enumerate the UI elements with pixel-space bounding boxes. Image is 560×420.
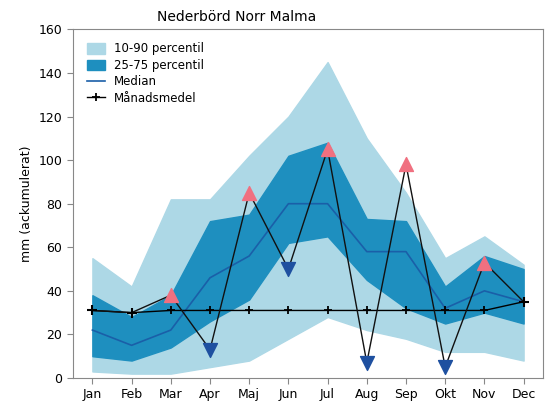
Point [166,292,175,299]
Point [480,259,489,266]
Point [323,146,332,152]
Point [362,360,371,366]
Point [441,364,450,370]
Legend: 10-90 percentil, 25-75 percentil, Median, Månadsmedel: 10-90 percentil, 25-75 percentil, Median… [83,39,208,108]
Point [127,309,136,316]
Point [402,161,410,168]
Point [245,189,254,196]
Point [206,346,214,353]
Point [284,266,293,273]
Point [88,307,97,314]
Y-axis label: mm (ackumulerat): mm (ackumulerat) [20,145,33,262]
Point [519,298,528,305]
Text: Nederbörd Norr Malma: Nederbörd Norr Malma [157,10,317,24]
